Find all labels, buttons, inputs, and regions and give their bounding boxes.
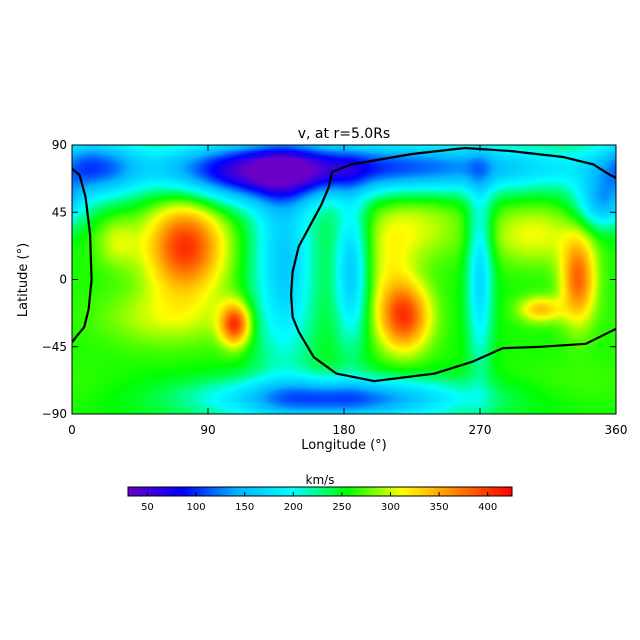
- x-axis-label: Longitude (°): [301, 438, 386, 453]
- x-tick-label: 270: [469, 423, 492, 437]
- colorbar-tick-label: 150: [235, 502, 254, 513]
- y-axis: 90 45 0 −45 −90: [42, 138, 616, 421]
- colorbar-tick-label: 400: [478, 502, 497, 513]
- y-axis-label: Latitude (°): [16, 243, 31, 317]
- colorbar-tick-label: 250: [332, 502, 351, 513]
- x-tick-label: 360: [605, 423, 628, 437]
- y-tick-label: 0: [59, 273, 67, 287]
- colorbar-tick-label: 300: [381, 502, 400, 513]
- x-tick-label: 180: [333, 423, 356, 437]
- heatmap-image: [72, 145, 616, 414]
- y-tick-label: −90: [42, 407, 67, 421]
- colorbar-tick-label: 50: [141, 502, 154, 513]
- colorbar: [127, 486, 513, 497]
- x-tick-label: 0: [68, 423, 76, 437]
- colorbar-label: km/s: [306, 473, 335, 487]
- plot-area: [72, 145, 616, 414]
- y-tick-label: 45: [52, 205, 67, 219]
- neutral-line: [72, 146, 616, 383]
- y-tick-label: 90: [52, 138, 67, 152]
- colorbar-ticks: 50 100 150 200 250 300 350 400: [141, 492, 497, 513]
- colorbar-tick-label: 350: [430, 502, 449, 513]
- colorbar-tick-label: 200: [284, 502, 303, 513]
- colorbar-tick-label: 100: [187, 502, 206, 513]
- x-axis: 0 90 180 270 360: [68, 145, 627, 437]
- x-tick-label: 90: [200, 423, 215, 437]
- chart-title: v, at r=5.0Rs: [298, 126, 390, 142]
- y-tick-label: −45: [42, 340, 67, 354]
